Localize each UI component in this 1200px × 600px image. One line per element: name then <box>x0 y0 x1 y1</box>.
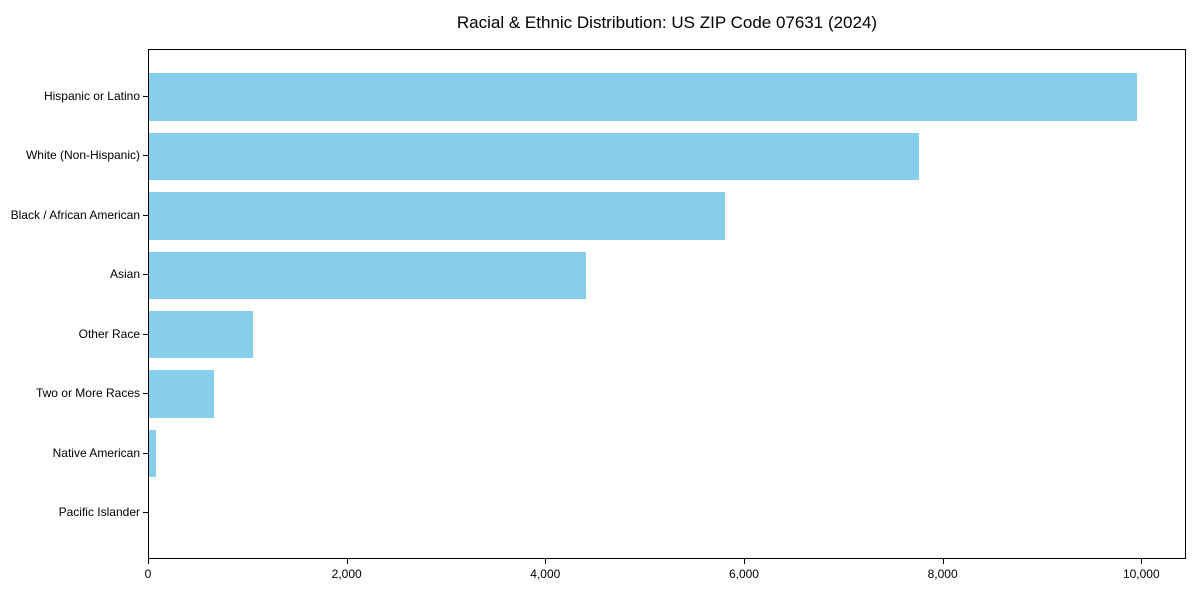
y-tick-label: Pacific Islander <box>58 505 140 519</box>
y-tick-mark <box>143 333 148 335</box>
x-tick-label: 4,000 <box>530 567 561 581</box>
y-tick-label: Asian <box>109 267 140 282</box>
bar <box>149 370 214 418</box>
x-tick-label: 2,000 <box>331 567 362 581</box>
y-tick-mark <box>143 214 148 216</box>
y-tick-mark <box>143 512 148 513</box>
y-tick-mark <box>143 155 148 157</box>
x-tick-label: 8,000 <box>927 567 958 581</box>
y-tick-label: Other Race <box>78 326 140 341</box>
y-tick-label: Black / African American <box>10 207 140 222</box>
bar <box>149 251 587 300</box>
y-tick-mark <box>143 274 148 276</box>
y-tick-mark <box>143 452 148 454</box>
y-tick-mark <box>143 96 148 97</box>
bar <box>149 429 156 478</box>
x-tick-mark <box>1141 559 1143 564</box>
bar <box>149 192 726 240</box>
x-tick-mark <box>942 559 944 564</box>
bar <box>149 73 1138 121</box>
y-tick-mark <box>143 393 148 395</box>
y-tick-label: Native American <box>52 445 140 460</box>
y-tick-label: Two or More Races <box>35 386 140 401</box>
bar <box>149 132 919 181</box>
bar <box>149 310 254 359</box>
x-tick-mark <box>545 559 547 564</box>
y-tick-label: White (Non-Hispanic) <box>25 148 140 163</box>
x-tick-label: 0 <box>144 567 152 581</box>
x-tick-mark <box>346 559 348 564</box>
x-tick-label: 10,000 <box>1122 567 1160 581</box>
y-tick-label: Hispanic or Latino <box>43 89 140 103</box>
chart-title: Racial & Ethnic Distribution: US ZIP Cod… <box>456 13 878 32</box>
x-tick-mark <box>743 559 745 564</box>
x-tick-label: 6,000 <box>728 567 759 581</box>
plot-area <box>148 49 1186 559</box>
x-tick-mark <box>148 559 149 564</box>
